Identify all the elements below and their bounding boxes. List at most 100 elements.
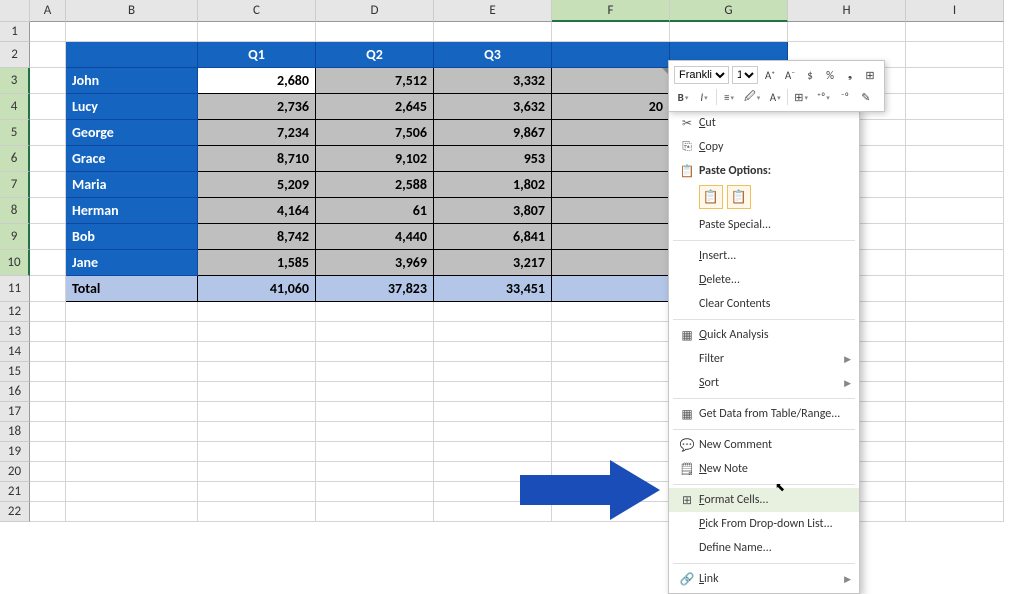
row-header-3[interactable]: 3 bbox=[0, 68, 30, 94]
cell-F18[interactable] bbox=[552, 422, 670, 442]
cell-F14[interactable] bbox=[552, 342, 670, 362]
row-header-12[interactable]: 12 bbox=[0, 302, 30, 322]
ctx-item-new-note[interactable]: 🗒New Note bbox=[669, 457, 859, 481]
cell-I1[interactable] bbox=[906, 22, 1004, 42]
cell-F9[interactable] bbox=[552, 224, 670, 250]
cell-I13[interactable] bbox=[906, 322, 1004, 342]
ctx-item-pick-from-drop-down-list[interactable]: Pick From Drop-down List... bbox=[669, 512, 859, 536]
cell-E16[interactable] bbox=[434, 382, 552, 402]
cell-B10[interactable]: Jane bbox=[66, 250, 198, 276]
cell-A19[interactable] bbox=[30, 442, 66, 462]
col-header-A[interactable]: A bbox=[30, 0, 66, 22]
cell-D8[interactable]: 61 bbox=[316, 198, 434, 224]
cell-C6[interactable]: 8,710 bbox=[198, 146, 316, 172]
cell-C21[interactable] bbox=[198, 482, 316, 502]
cell-D20[interactable] bbox=[316, 462, 434, 482]
cell-C10[interactable]: 1,585 bbox=[198, 250, 316, 276]
col-header-E[interactable]: E bbox=[434, 0, 552, 22]
cell-A5[interactable] bbox=[30, 120, 66, 146]
cell-E3[interactable]: 3,332 bbox=[434, 68, 552, 94]
cell-F13[interactable] bbox=[552, 322, 670, 342]
ctx-item-link[interactable]: 🔗Link▶ bbox=[669, 567, 859, 591]
cell-B12[interactable] bbox=[66, 302, 198, 322]
cell-C5[interactable]: 7,234 bbox=[198, 120, 316, 146]
cell-E2[interactable]: Q3 bbox=[434, 42, 552, 68]
cell-I2[interactable] bbox=[906, 42, 1004, 68]
cell-A7[interactable] bbox=[30, 172, 66, 198]
row-header-4[interactable]: 4 bbox=[0, 94, 30, 120]
cell-F7[interactable] bbox=[552, 172, 670, 198]
row-header-19[interactable]: 19 bbox=[0, 442, 30, 462]
row-header-9[interactable]: 9 bbox=[0, 224, 30, 250]
cell-A18[interactable] bbox=[30, 422, 66, 442]
cell-I11[interactable] bbox=[906, 276, 1004, 302]
cell-F4[interactable]: 20 bbox=[552, 94, 670, 120]
cell-D22[interactable] bbox=[316, 502, 434, 522]
cell-C7[interactable]: 5,209 bbox=[198, 172, 316, 198]
cell-D15[interactable] bbox=[316, 362, 434, 382]
mini-toolbar-btn[interactable]: ⁺⁰ bbox=[814, 88, 833, 106]
ctx-item-copy[interactable]: ⎘Copy bbox=[669, 135, 859, 159]
cell-I21[interactable] bbox=[906, 482, 1004, 502]
cell-C4[interactable]: 2,736 bbox=[198, 94, 316, 120]
cell-I7[interactable] bbox=[906, 172, 1004, 198]
cell-B19[interactable] bbox=[66, 442, 198, 462]
cell-A13[interactable] bbox=[30, 322, 66, 342]
cell-D16[interactable] bbox=[316, 382, 434, 402]
mini-toolbar-btn[interactable]: ⁻⁰ bbox=[836, 88, 854, 106]
cell-C3[interactable]: 2,680 bbox=[198, 68, 316, 94]
cell-I15[interactable] bbox=[906, 362, 1004, 382]
cell-A10[interactable] bbox=[30, 250, 66, 276]
cell-I3[interactable] bbox=[906, 68, 1004, 94]
cell-D1[interactable] bbox=[316, 22, 434, 42]
cell-B14[interactable] bbox=[66, 342, 198, 362]
mini-toolbar-btn[interactable]: $ bbox=[801, 66, 819, 84]
cell-A22[interactable] bbox=[30, 502, 66, 522]
ctx-item-cut[interactable]: ✂Cut bbox=[669, 111, 859, 135]
cell-B9[interactable]: Bob bbox=[66, 224, 198, 250]
cell-B2[interactable] bbox=[66, 42, 198, 68]
cell-A12[interactable] bbox=[30, 302, 66, 322]
cell-A21[interactable] bbox=[30, 482, 66, 502]
cell-C11[interactable]: 41,060 bbox=[198, 276, 316, 302]
mini-toolbar-btn[interactable]: ≡ bbox=[720, 88, 738, 106]
cell-B15[interactable] bbox=[66, 362, 198, 382]
cell-C1[interactable] bbox=[198, 22, 316, 42]
cell-B4[interactable]: Lucy bbox=[66, 94, 198, 120]
cell-C18[interactable] bbox=[198, 422, 316, 442]
cell-B13[interactable] bbox=[66, 322, 198, 342]
cell-I12[interactable] bbox=[906, 302, 1004, 322]
ctx-item-clear-contents[interactable]: Clear Contents bbox=[669, 292, 859, 316]
row-header-13[interactable]: 13 bbox=[0, 322, 30, 342]
row-header-5[interactable]: 5 bbox=[0, 120, 30, 146]
cell-I19[interactable] bbox=[906, 442, 1004, 462]
cell-E17[interactable] bbox=[434, 402, 552, 422]
cell-C17[interactable] bbox=[198, 402, 316, 422]
cell-B18[interactable] bbox=[66, 422, 198, 442]
row-header-21[interactable]: 21 bbox=[0, 482, 30, 502]
cell-E5[interactable]: 9,867 bbox=[434, 120, 552, 146]
cell-D12[interactable] bbox=[316, 302, 434, 322]
ctx-item-format-cells[interactable]: ⊞Format Cells... bbox=[669, 488, 859, 512]
row-header-8[interactable]: 8 bbox=[0, 198, 30, 224]
mini-toolbar-btn[interactable]: ❟ bbox=[841, 66, 859, 84]
select-all-corner[interactable] bbox=[0, 0, 30, 22]
cell-C20[interactable] bbox=[198, 462, 316, 482]
cell-I22[interactable] bbox=[906, 502, 1004, 522]
cell-E13[interactable] bbox=[434, 322, 552, 342]
col-header-F[interactable]: F bbox=[552, 0, 670, 22]
row-header-6[interactable]: 6 bbox=[0, 146, 30, 172]
cell-B22[interactable] bbox=[66, 502, 198, 522]
cell-D14[interactable] bbox=[316, 342, 434, 362]
cell-F6[interactable] bbox=[552, 146, 670, 172]
cell-I5[interactable] bbox=[906, 120, 1004, 146]
cell-A1[interactable] bbox=[30, 22, 66, 42]
mini-toolbar-btn[interactable]: A⁻ bbox=[781, 66, 799, 84]
cell-A8[interactable] bbox=[30, 198, 66, 224]
cell-B20[interactable] bbox=[66, 462, 198, 482]
row-header-2[interactable]: 2 bbox=[0, 42, 30, 68]
col-header-I[interactable]: I bbox=[906, 0, 1004, 22]
cell-D13[interactable] bbox=[316, 322, 434, 342]
cell-F12[interactable] bbox=[552, 302, 670, 322]
cell-C9[interactable]: 8,742 bbox=[198, 224, 316, 250]
